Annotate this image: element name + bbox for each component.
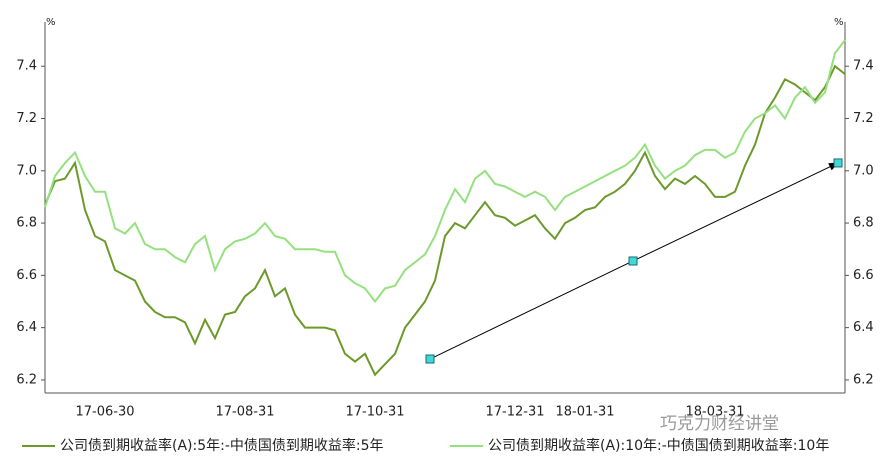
x-tick-label: 17-08-31	[215, 405, 274, 420]
series-line	[44, 64, 846, 377]
annotation-point	[628, 256, 638, 266]
watermark: 巧克力财经讲堂	[660, 414, 779, 434]
y2-tick-label: 7.2	[853, 111, 874, 126]
y-tick-label: 6.8	[16, 216, 37, 231]
y2-tick-label: 6.6	[853, 268, 874, 283]
y2-tick-label: 7.4	[853, 59, 874, 74]
x-tick-label: 18-03-31	[685, 405, 744, 420]
annotation-point	[425, 354, 435, 364]
legend-label: 公司债到期收益率(A):5年:-中债国债到期收益率:5年	[60, 437, 384, 454]
y2-tick-label: 6.4	[853, 320, 874, 335]
y2-tick-label: 6.8	[853, 216, 874, 231]
annotation-point	[833, 158, 843, 168]
x-tick-label: 17-10-31	[345, 405, 404, 420]
y-tick-label: 6.6	[16, 268, 37, 283]
y-tick-label: 7.4	[16, 59, 37, 74]
y-tick-label: 6.2	[16, 372, 37, 387]
legend-label: 公司债到期收益率(A):10年:-中债国债到期收益率:10年	[488, 437, 829, 454]
y2-tick-label: 6.2	[853, 372, 874, 387]
y2-unit: %	[834, 17, 844, 28]
y-tick-label: 6.4	[16, 320, 37, 335]
y-unit: %	[46, 17, 56, 28]
y-tick-label: 7.2	[16, 111, 37, 126]
y-tick-label: 7.0	[16, 163, 37, 178]
y2-tick-label: 7.0	[853, 163, 874, 178]
x-tick-label: 18-01-31	[555, 405, 614, 420]
series-line	[44, 39, 846, 304]
x-tick-label: 17-06-30	[75, 405, 134, 420]
x-tick-label: 17-12-31	[485, 405, 544, 420]
